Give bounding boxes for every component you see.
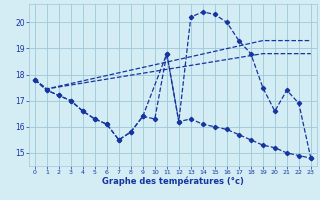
X-axis label: Graphe des températures (°c): Graphe des températures (°c) xyxy=(102,177,244,186)
